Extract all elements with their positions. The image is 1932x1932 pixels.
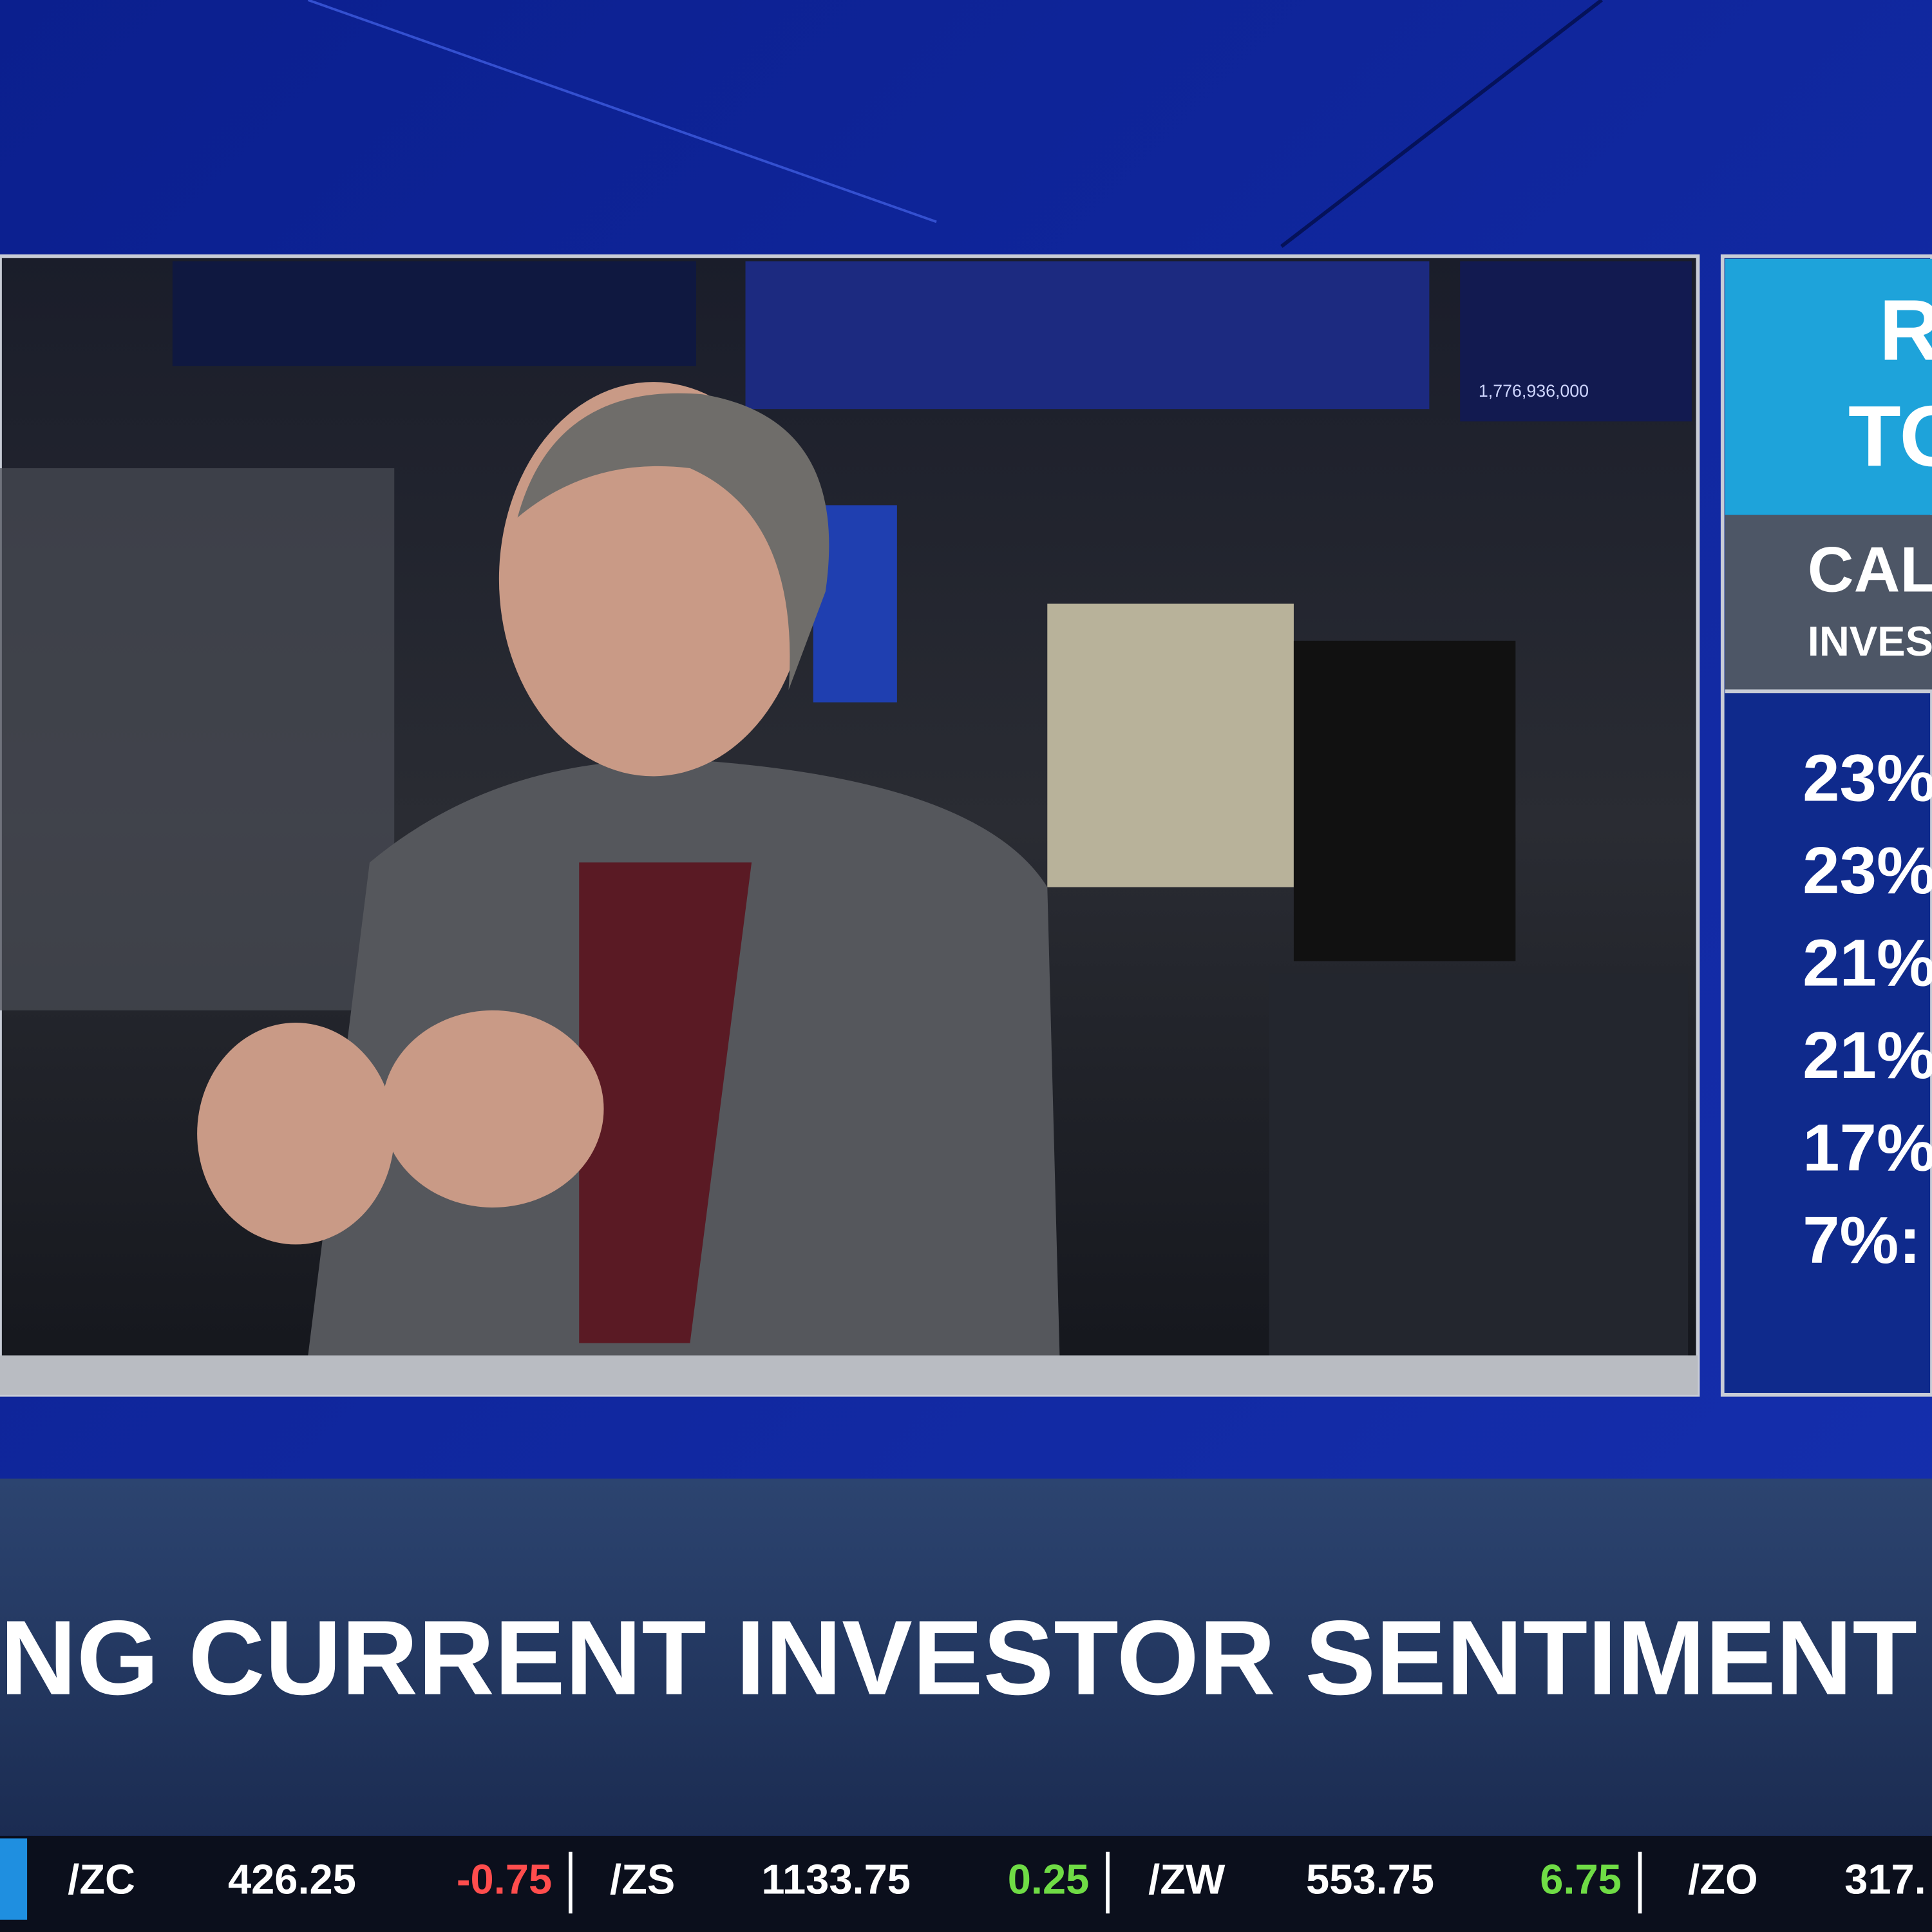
panel-title: R (1879, 283, 1932, 379)
ticker-change: -0.75 (457, 1856, 552, 1903)
hand (197, 1023, 395, 1245)
ticker-price: 1133.75 (761, 1856, 911, 1903)
monitor-text: 1,776,936,000 (1479, 381, 1589, 401)
ticker-price: 426.25 (228, 1856, 356, 1903)
panel-caption: INVES (1808, 618, 1932, 665)
panel-title: TO (1848, 388, 1932, 484)
side-panel (1720, 254, 1932, 1397)
panel-item: 23% (1803, 833, 1932, 907)
desk-edge (0, 1355, 1698, 1395)
monitor (745, 261, 1430, 410)
panel-subheader (1725, 515, 1932, 690)
headline-band (0, 1478, 1932, 1836)
ticker-accent (0, 1838, 28, 1920)
sweater (579, 862, 752, 1343)
hair (517, 393, 829, 690)
video: 1,776,936,000 (0, 254, 1700, 1397)
panel-item: 21% (1803, 1018, 1932, 1092)
ticker-symbol: /ZC (68, 1856, 135, 1903)
panel-item: 23% (1803, 741, 1932, 815)
monitor (172, 261, 696, 366)
ticker-change: 6.75 (1540, 1856, 1622, 1903)
equipment (1293, 640, 1516, 961)
ticker-price: 553.75 (1306, 1856, 1434, 1903)
deco-line (1280, 0, 1603, 248)
ticker-symbol: /ZO (1688, 1856, 1757, 1903)
panel-item: 17% (1803, 1110, 1932, 1185)
desk (1269, 973, 1689, 1368)
panel-header (1725, 258, 1932, 515)
panel-item: 21% (1803, 925, 1932, 1000)
headline: NG CURRENT INVESTOR SENTIMENT (0, 1598, 1917, 1717)
monitor (1460, 261, 1692, 422)
hand (382, 1010, 604, 1208)
ticker-symbol: /ZW (1148, 1856, 1226, 1903)
ticker-bar (0, 1835, 1932, 1932)
ticker-change: 0.25 (1008, 1856, 1090, 1903)
panel-subtitle: CAL (1808, 534, 1932, 605)
deco-line (307, 0, 937, 223)
ticker-symbol: /ZS (610, 1856, 675, 1903)
machine (0, 468, 395, 1010)
ticker-price: 317. (1844, 1856, 1926, 1903)
back-room (1047, 603, 1294, 887)
panel-item: 7%: (1803, 1202, 1921, 1277)
